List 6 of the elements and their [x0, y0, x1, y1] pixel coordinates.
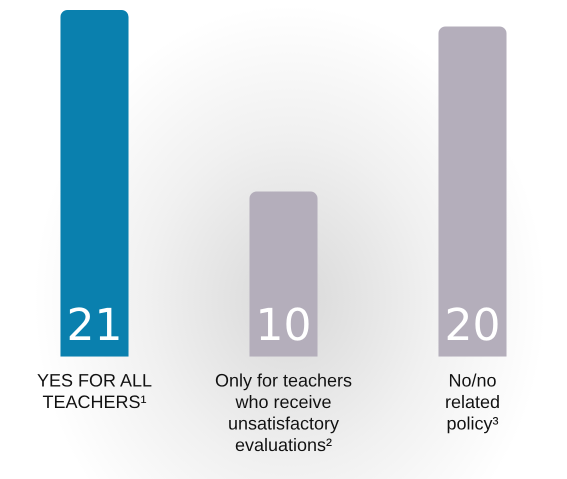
x-tick-label: No/no related policy³: [444, 370, 500, 434]
x-tick-label: Only for teachers who receive unsatisfactory evaluations²: [214, 370, 352, 456]
data-label: 20: [444, 300, 500, 352]
x-tick-label: YES FOR ALL TEACHERS¹: [36, 370, 152, 412]
data-label: 10: [256, 300, 312, 352]
data-label: 21: [66, 300, 122, 352]
